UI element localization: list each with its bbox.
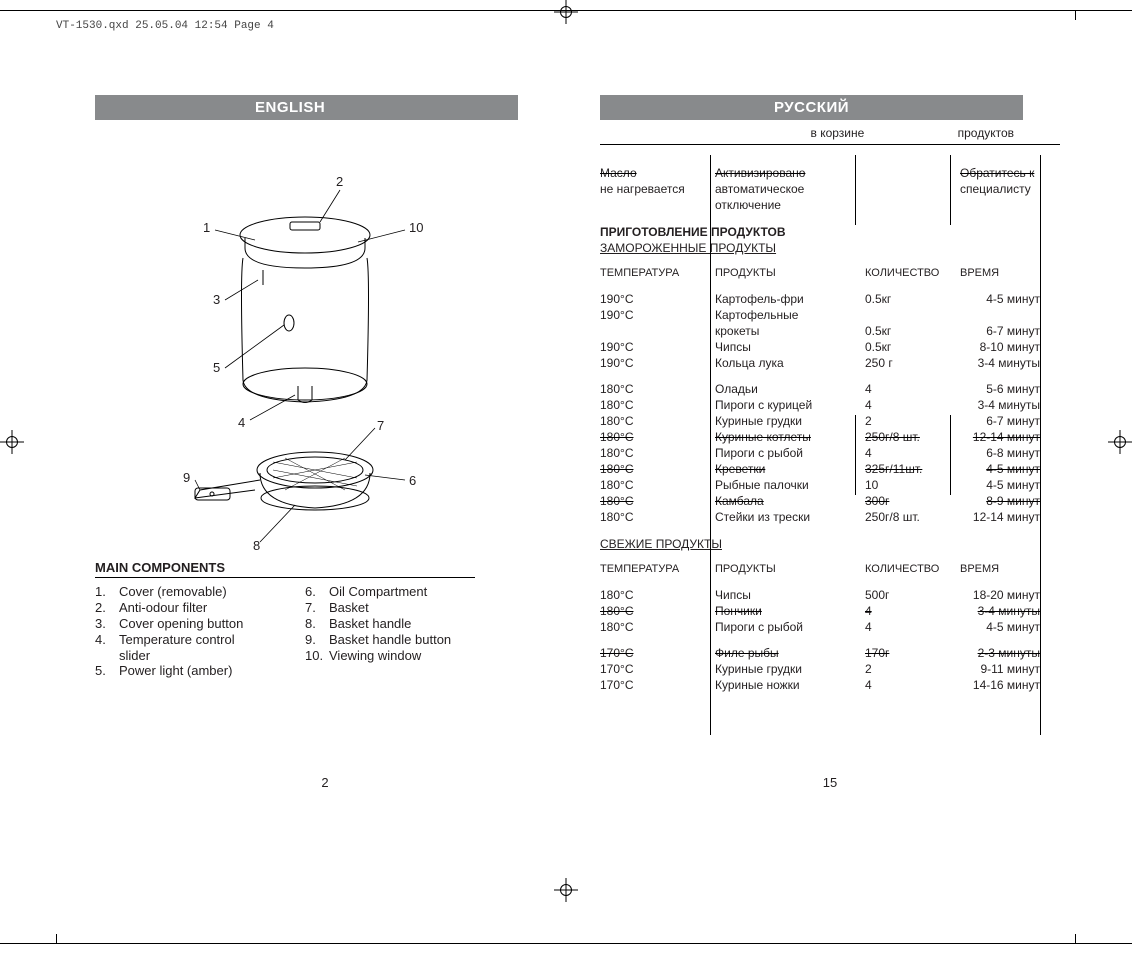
ru-sub-frozen: ЗАМОРОЖЕННЫЕ ПРОДУКТЫ — [600, 241, 1060, 255]
ru-food-row: 180°CПироги с рыбой44-5 минут — [600, 619, 1060, 635]
registration-mark — [0, 430, 24, 454]
callout-9: 9 — [183, 470, 190, 485]
ru-food-row: 180°CКамбала300г8-9 минут — [600, 493, 1060, 509]
callout-1: 1 — [203, 220, 210, 235]
fryer-svg — [95, 130, 475, 560]
crop-corner — [56, 934, 57, 944]
component-item: 6.Oil Compartment — [305, 584, 485, 599]
ru-food-row: 180°CОладьи45-6 минут — [600, 381, 1060, 397]
page-russian: РУССКИЙ в корзине продуктов МаслоАктивиз… — [600, 95, 1060, 693]
ru-basket-a: в корзине — [763, 126, 911, 140]
ru-food-row: 190°CЧипсы0.5кг8-10 минут — [600, 339, 1060, 355]
ru-table-header-2: ТЕМПЕРАТУРА ПРОДУКТЫ КОЛИЧЕСТВО ВРЕМЯ — [600, 561, 1060, 577]
component-item: 7.Basket — [305, 600, 485, 615]
ru-fresh-table: 180°CЧипсы500г18-20 минут180°CПончики43-… — [600, 587, 1060, 693]
ru-food-row: 180°CПончики43-4 минуты — [600, 603, 1060, 619]
ru-sub-fresh: СВЕЖИЕ ПРОДУКТЫ — [600, 537, 1060, 551]
callout-5: 5 — [213, 360, 220, 375]
ru-table-header: ТЕМПЕРАТУРА ПРОДУКТЫ КОЛИЧЕСТВО ВРЕМЯ — [600, 265, 1060, 281]
callout-2: 2 — [336, 174, 343, 189]
component-item: 3.Cover opening button — [95, 616, 275, 631]
ru-food-row: 180°CСтейки из трески250г/8 шт.12-14 мин… — [600, 509, 1060, 525]
callout-10: 10 — [409, 220, 423, 235]
ru-content: МаслоАктивизированоОбратитесь кне нагрев… — [600, 165, 1060, 693]
callout-3: 3 — [213, 292, 220, 307]
crop-corner — [1075, 10, 1076, 20]
page-english: ENGLISH — [95, 95, 555, 679]
ru-oil-row: отключение — [600, 197, 1060, 213]
ru-basket-row: в корзине продуктов — [600, 126, 1060, 145]
ru-food-row: 190°CКартофельные — [600, 307, 1060, 323]
component-item: 4.Temperature control — [95, 632, 275, 647]
ru-food-row: 180°CПироги с курицей43-4 минуты — [600, 397, 1060, 413]
components-list: 1.Cover (removable)2.Anti-odour filter3.… — [95, 584, 555, 679]
ru-food-row: крокеты0.5кг6-7 минут — [600, 323, 1060, 339]
ru-frozen-table: 190°CКартофель-фри0.5кг4-5 минут190°CКар… — [600, 291, 1060, 525]
component-item: 9.Basket handle button — [305, 632, 485, 647]
callout-6: 6 — [409, 473, 416, 488]
fryer-diagram: 1 2 3 4 5 6 7 8 9 10 — [95, 130, 555, 560]
language-bar-english: ENGLISH — [95, 95, 518, 120]
ru-oil-row: МаслоАктивизированоОбратитесь к — [600, 165, 1060, 181]
component-item-cont: slider — [119, 648, 275, 663]
callout-8: 8 — [253, 538, 260, 553]
component-item: 5.Power light (amber) — [95, 663, 275, 678]
language-bar-russian: РУССКИЙ — [600, 95, 1023, 120]
crop-mark-bottom — [0, 943, 1132, 944]
component-item: 8.Basket handle — [305, 616, 485, 631]
component-item: 1.Cover (removable) — [95, 584, 275, 599]
component-item: 10.Viewing window — [305, 648, 485, 663]
ru-food-row: 170°CКуриные грудки29-11 минут — [600, 661, 1060, 677]
ru-food-row: 180°CКуриные грудки26-7 минут — [600, 413, 1060, 429]
registration-mark — [554, 878, 578, 902]
registration-mark — [554, 0, 578, 24]
ru-food-row: 170°CФиле рыбы170г2-3 минуты — [600, 645, 1060, 661]
ru-section-title: ПРИГОТОВЛЕНИЕ ПРОДУКТОВ — [600, 225, 1060, 239]
ru-food-row: 180°CПироги с рыбой46-8 минут — [600, 445, 1060, 461]
components-column-2: 6.Oil Compartment7.Basket8.Basket handle… — [305, 584, 485, 679]
ru-food-row: 180°CКреветки325г/11шт.4-5 минут — [600, 461, 1060, 477]
ru-food-row: 180°CРыбные палочки104-5 минут — [600, 477, 1060, 493]
print-header: VT-1530.qxd 25.05.04 12:54 Page 4 — [56, 20, 274, 32]
registration-mark — [1108, 430, 1132, 454]
section-main-components: MAIN COMPONENTS — [95, 560, 475, 578]
crop-corner — [1075, 934, 1076, 944]
components-column-1: 1.Cover (removable)2.Anti-odour filter3.… — [95, 584, 275, 679]
ru-basket-b: продуктов — [912, 126, 1060, 140]
ru-food-row: 180°CКуриные котлеты250г/8 шт.12-14 мину… — [600, 429, 1060, 445]
callout-7: 7 — [377, 418, 384, 433]
ru-food-row: 180°CЧипсы500г18-20 минут — [600, 587, 1060, 603]
component-item: 2.Anti-odour filter — [95, 600, 275, 615]
ru-food-row: 190°CКольца лука250 г3-4 минуты — [600, 355, 1060, 371]
callout-4: 4 — [238, 415, 245, 430]
ru-food-row: 190°CКартофель-фри0.5кг4-5 минут — [600, 291, 1060, 307]
ru-oil-row: не нагреваетсяавтоматическоеспециалисту — [600, 181, 1060, 197]
ru-food-row: 170°CКуриные ножки414-16 минут — [600, 677, 1060, 693]
